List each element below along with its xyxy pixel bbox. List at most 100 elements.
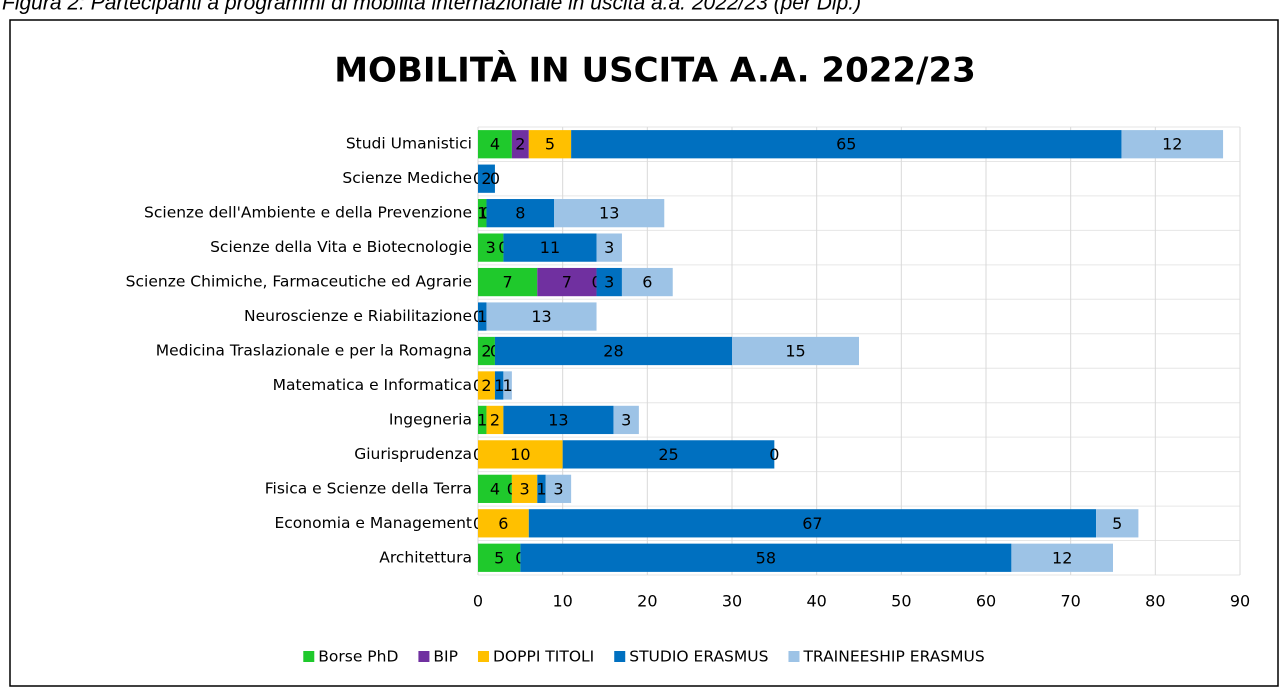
x-tick-label: 0 bbox=[473, 592, 483, 611]
x-tick-label: 10 bbox=[552, 592, 572, 611]
bar-segment bbox=[1096, 509, 1139, 538]
bar-segment bbox=[494, 336, 732, 366]
data-label: 67 bbox=[802, 514, 822, 533]
bar-segment bbox=[478, 336, 495, 366]
bar-segment bbox=[596, 267, 622, 297]
category-label: Neuroscienze e Riabilitazione bbox=[244, 307, 472, 325]
bar-segment bbox=[554, 199, 665, 228]
data-label: 13 bbox=[531, 307, 551, 326]
data-label: 1 bbox=[494, 376, 504, 395]
bar-segment bbox=[478, 164, 495, 193]
bar-segment bbox=[486, 302, 597, 331]
data-label: 2 bbox=[515, 135, 525, 154]
legend-swatch bbox=[614, 651, 626, 662]
data-label: 4 bbox=[490, 135, 500, 154]
data-label: 12 bbox=[1052, 548, 1072, 567]
bar-segment bbox=[478, 233, 504, 262]
legend-label: STUDIO ERASMUS bbox=[629, 648, 768, 666]
legend-label: BIP bbox=[433, 648, 458, 666]
legend-swatch bbox=[418, 651, 430, 662]
data-label: 1 bbox=[503, 376, 513, 395]
data-label: 13 bbox=[599, 204, 619, 223]
bar-segment bbox=[1011, 543, 1113, 572]
category-label: Economia e Management bbox=[274, 514, 472, 532]
bar-segment bbox=[503, 371, 512, 400]
bar-segment bbox=[503, 233, 597, 262]
data-label: 5 bbox=[545, 135, 555, 154]
data-label: 28 bbox=[603, 342, 623, 361]
chart-title: MOBILITÀ IN USCITA A.A. 2022/23 bbox=[334, 50, 976, 91]
x-tick-label: 20 bbox=[637, 592, 657, 611]
data-label: 3 bbox=[553, 479, 563, 498]
category-label: Giurisprudenza bbox=[354, 445, 472, 463]
bar-segment bbox=[545, 474, 572, 503]
bar-segment bbox=[621, 267, 673, 297]
data-label: 13 bbox=[548, 410, 568, 429]
bar-segment bbox=[562, 440, 775, 469]
legend-swatch bbox=[477, 651, 489, 662]
bar-segment bbox=[478, 509, 529, 538]
bar-segment bbox=[478, 302, 487, 331]
bar-segment bbox=[478, 543, 521, 572]
bar-segment bbox=[528, 130, 572, 159]
bar-segment bbox=[537, 474, 546, 503]
bar-segment bbox=[732, 336, 859, 366]
data-label: 7 bbox=[562, 273, 572, 292]
bar-segment bbox=[596, 233, 622, 262]
bar-segment bbox=[478, 130, 512, 159]
data-label: 58 bbox=[756, 548, 776, 567]
bar-segment bbox=[478, 199, 487, 228]
data-label: 3 bbox=[604, 273, 614, 292]
legend-label: DOPPI TITOLI bbox=[493, 648, 594, 666]
bar-segment bbox=[486, 199, 555, 228]
legend-swatch bbox=[303, 651, 315, 662]
data-label: 6 bbox=[642, 273, 652, 292]
legend-label: Borse PhD bbox=[318, 648, 398, 666]
x-tick-label: 50 bbox=[891, 592, 911, 611]
data-label: 0 bbox=[498, 238, 508, 257]
bar-segment bbox=[1121, 130, 1224, 159]
bar-segment bbox=[511, 130, 529, 159]
category-label: Fisica e Scienze della Terra bbox=[265, 479, 472, 497]
bar-segment bbox=[520, 543, 1012, 572]
data-label: 5 bbox=[494, 548, 504, 567]
legend-label: TRAINEESHIP ERASMUS bbox=[802, 648, 984, 666]
bar-segment bbox=[478, 267, 538, 297]
data-label: 10 bbox=[510, 445, 530, 464]
x-tick-label: 70 bbox=[1060, 592, 1080, 611]
category-label: Scienze dell'Ambiente e della Prevenzion… bbox=[144, 204, 472, 222]
data-label: 7 bbox=[503, 273, 513, 292]
bar-segment bbox=[486, 405, 504, 435]
data-label: 6 bbox=[498, 514, 508, 533]
category-label: Scienze Chimiche, Farmaceutiche ed Agrar… bbox=[126, 273, 472, 291]
bar-segment bbox=[613, 405, 639, 435]
bar-segment bbox=[571, 130, 1122, 159]
legend-swatch bbox=[788, 651, 800, 662]
data-label: 5 bbox=[1112, 514, 1122, 533]
bar-segment bbox=[503, 405, 614, 435]
data-label: 1 bbox=[536, 479, 546, 498]
bar-segment bbox=[478, 474, 512, 503]
x-tick-label: 90 bbox=[1230, 592, 1250, 611]
data-label: 3 bbox=[604, 238, 614, 257]
bar-segment bbox=[528, 509, 1097, 538]
data-label: 2 bbox=[481, 169, 491, 188]
x-tick-label: 40 bbox=[806, 592, 826, 611]
category-label: Matematica e Informatica bbox=[273, 376, 472, 394]
category-label: Architettura bbox=[379, 548, 472, 566]
category-label: Medicina Traslazionale e per la Romagna bbox=[156, 342, 472, 360]
category-label: Studi Umanistici bbox=[346, 135, 472, 153]
category-label: Scienze della Vita e Biotecnologie bbox=[210, 238, 472, 256]
bar-segment bbox=[511, 474, 538, 503]
data-label: 0 bbox=[490, 169, 500, 188]
chart-border bbox=[9, 19, 1279, 687]
bar-segment bbox=[478, 440, 563, 469]
bar-segment bbox=[478, 371, 495, 400]
bar-segment bbox=[494, 371, 504, 400]
x-tick-label: 60 bbox=[976, 592, 996, 611]
data-label: 8 bbox=[515, 204, 525, 223]
data-label: 2 bbox=[481, 342, 491, 361]
data-label: 11 bbox=[540, 238, 560, 257]
data-label: 3 bbox=[486, 238, 496, 257]
